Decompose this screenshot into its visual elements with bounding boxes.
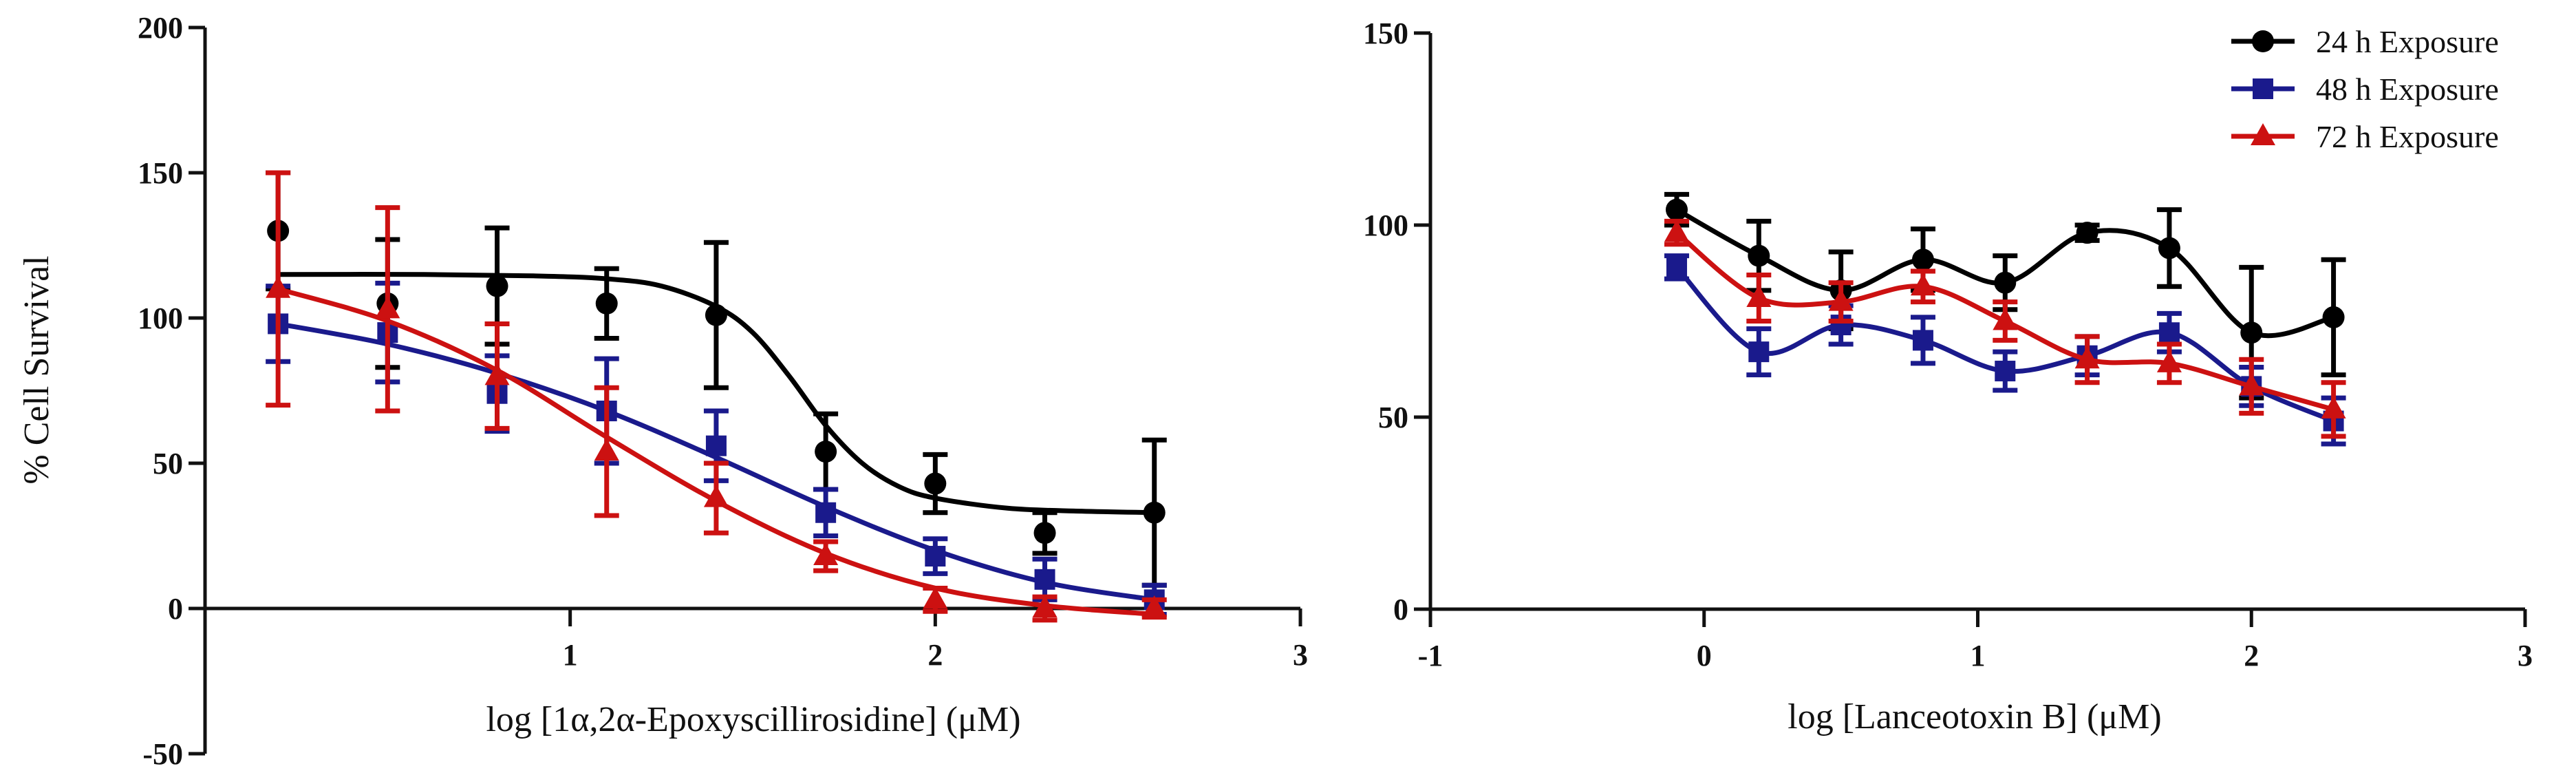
series-line (278, 272, 1155, 516)
data-point (703, 485, 729, 507)
data-point (1664, 220, 1689, 242)
data-point (1828, 288, 1854, 311)
data-point (2074, 346, 2100, 369)
y-tick-label: 50 (1378, 401, 1408, 434)
data-point (924, 472, 947, 495)
data-point (266, 275, 291, 298)
data-point (1033, 522, 1056, 544)
data-point (1141, 595, 1167, 617)
data-point (2240, 321, 2263, 344)
data-point (1911, 248, 1934, 271)
legend-entry: 48 h Exposure (2316, 72, 2499, 107)
data-point (486, 275, 508, 297)
x-tick-label: 0 (1697, 639, 1712, 672)
chart-right: 0 50 100 150 -1 0 1 2 3 log [Lanceotoxin B] (μM) 2… (1363, 17, 2533, 737)
x-tick-label: 2 (2244, 639, 2259, 672)
legend-entry: 72 h Exposure (2316, 119, 2499, 154)
y-tick-label: 50 (153, 447, 183, 480)
data-point (1993, 308, 2018, 330)
data-point (2158, 322, 2180, 343)
chart-left: -50 0 50 100 150 200 1 2 3 % Cell Survival log [1α… (17, 11, 1308, 771)
y-tick-label: 150 (1363, 17, 1408, 50)
data-point (2158, 237, 2180, 259)
data-point (1910, 273, 1935, 296)
x-tick-label: 1 (1971, 639, 1986, 672)
data-point (925, 546, 946, 567)
data-point (1748, 341, 1770, 363)
data-point (595, 292, 618, 315)
x-tick-label: -1 (1418, 639, 1443, 672)
data-point (1143, 501, 1166, 524)
data-point (375, 296, 400, 319)
data-point (1912, 330, 1933, 351)
y-tick-label: -50 (142, 737, 183, 771)
data-point (484, 363, 510, 385)
data-point (1666, 257, 1687, 278)
data-point (1032, 595, 1058, 617)
data-point (594, 438, 619, 461)
legend-swatch-marker (2251, 123, 2275, 145)
data-point (705, 435, 727, 456)
data-point (2239, 373, 2264, 396)
data-point (705, 304, 727, 326)
data-point (923, 586, 948, 609)
data-point (813, 543, 839, 566)
data-point (1748, 244, 1770, 267)
data-point (2156, 350, 2182, 372)
legend: 24 h Exposure 48 h Exposure 72 h Exposure (2231, 24, 2499, 154)
data-point (2322, 306, 2345, 328)
data-point (2321, 396, 2346, 419)
data-point (1665, 198, 1688, 221)
y-tick-label: 100 (1363, 209, 1408, 242)
y-tick-label: 150 (138, 156, 183, 190)
legend-swatch-marker (2252, 30, 2274, 52)
data-point (815, 441, 837, 463)
y-axis-label: % Cell Survival (17, 255, 56, 484)
data-point (1994, 271, 2017, 294)
x-tick-label: 3 (2518, 639, 2533, 672)
data-point (1995, 361, 2016, 382)
legend-swatch-marker (2253, 78, 2273, 99)
x-axis-label: log [1α,2α-Epoxyscillirosidine] (μM) (486, 700, 1020, 739)
x-tick-label: 3 (1293, 638, 1308, 672)
series-72-h-exposure (1664, 218, 2346, 439)
x-tick-label: 1 (563, 638, 578, 672)
y-tick-label: 0 (168, 592, 183, 626)
y-tick-label: 0 (1393, 593, 1408, 626)
series-72-h-exposure (266, 170, 1167, 623)
data-point (1034, 569, 1055, 590)
data-point (815, 502, 837, 523)
y-tick-label: 200 (138, 11, 183, 45)
data-point (2076, 222, 2099, 244)
x-tick-label: 2 (927, 638, 943, 672)
x-axis-label: log [Lanceotoxin B] (μM) (1788, 697, 2161, 737)
legend-entry: 24 h Exposure (2316, 24, 2499, 59)
data-point (1746, 285, 1772, 308)
y-tick-label: 100 (138, 301, 183, 335)
